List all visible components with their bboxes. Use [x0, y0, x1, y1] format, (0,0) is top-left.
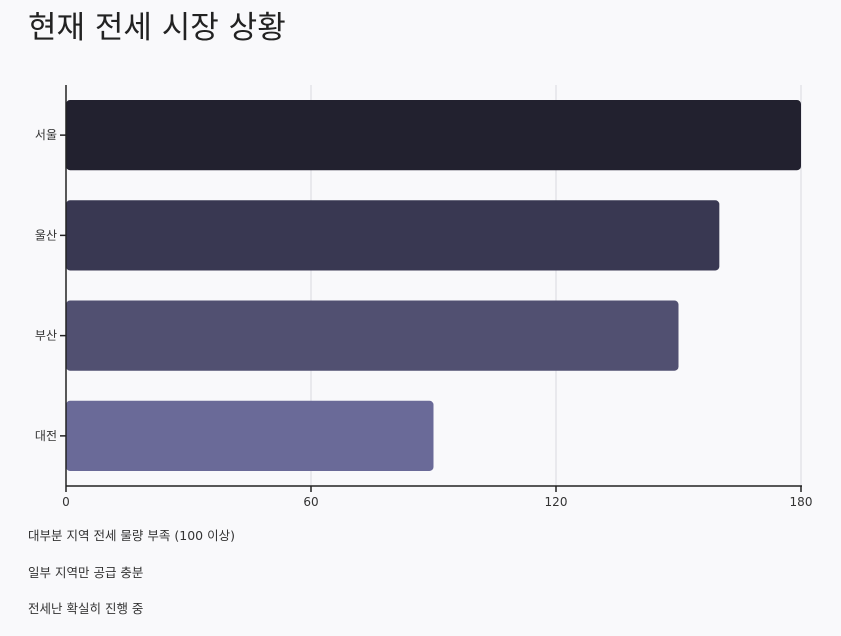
note-item: 대부분 지역 전세 물량 부족 (100 이상) — [28, 528, 235, 543]
y-tick-label: 부산 — [35, 329, 57, 343]
y-tick-label: 서울 — [35, 128, 57, 142]
bar — [66, 200, 720, 271]
bar — [66, 400, 434, 471]
note-item: 전세난 확실히 진행 중 — [28, 601, 144, 616]
x-tick-label: 0 — [62, 495, 70, 509]
bar — [66, 300, 679, 371]
notes-list: 대부분 지역 전세 물량 부족 (100 이상) 일부 지역만 공급 충분 전세… — [28, 526, 235, 636]
x-tick-label: 180 — [790, 495, 813, 509]
note-item: 일부 지역만 공급 충분 — [28, 564, 144, 580]
x-tick-label: 60 — [303, 495, 318, 509]
y-tick-label: 울산 — [35, 228, 57, 242]
y-tick-label: 대전 — [35, 429, 57, 443]
chart-title: 현재 전세 시장 상황 — [28, 10, 286, 46]
x-tick-label: 120 — [545, 495, 568, 509]
bar — [66, 100, 801, 171]
